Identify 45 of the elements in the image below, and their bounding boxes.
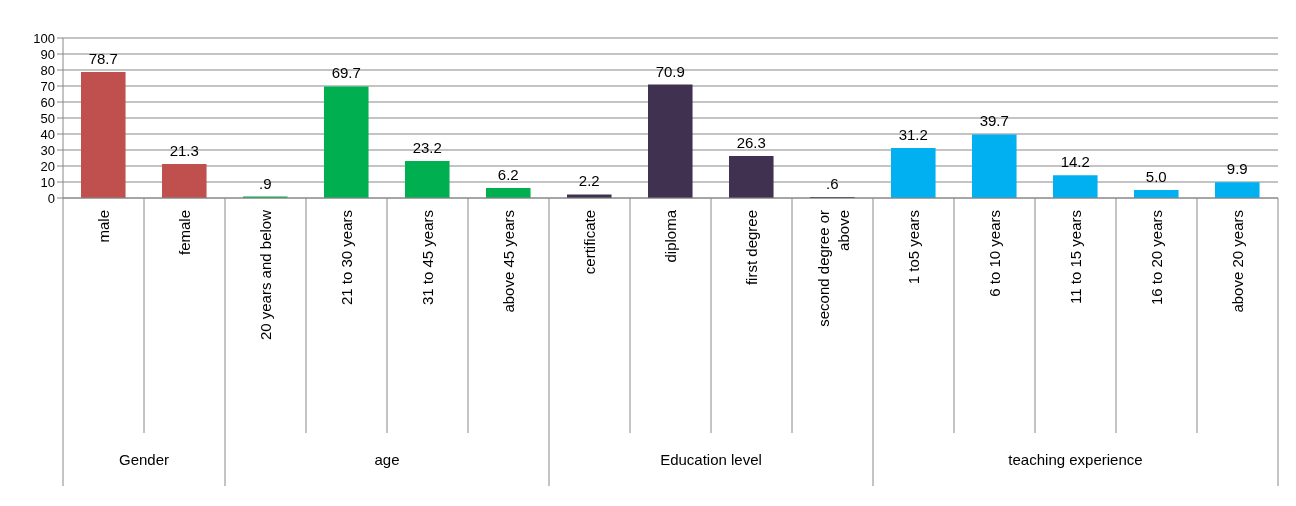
text: age — [374, 451, 400, 468]
x-tick-label: first degree — [742, 210, 760, 286]
data-label: 69.7 — [331, 64, 361, 82]
data-label: 78.7 — [88, 50, 118, 68]
data-label: 70.9 — [655, 62, 685, 80]
data-label: 6.2 — [497, 166, 519, 184]
x-tick-label: female — [175, 210, 193, 256]
x-tick-label: male — [94, 210, 112, 243]
x-tick-label: second degree or above — [814, 210, 852, 327]
data-label: .6 — [826, 175, 839, 193]
y-tick-label: 70 — [40, 78, 55, 94]
x-tick-label: certificate — [580, 210, 598, 275]
x-tick-label: above 45 years — [499, 210, 517, 313]
y-tick-label: 0 — [47, 190, 55, 206]
text: teaching experience — [1008, 451, 1143, 468]
data-label: 26.3 — [736, 133, 766, 151]
y-tick-label: 10 — [40, 174, 55, 190]
y-tick-label: 40 — [40, 126, 55, 142]
x-tick-label: 16 to 20 years — [1147, 210, 1165, 306]
data-label: 31.2 — [898, 126, 928, 144]
y-tick-label: 90 — [40, 46, 55, 62]
y-tick-label: 30 — [40, 142, 55, 158]
text: Education level — [660, 451, 762, 468]
x-tick-label: 11 to 15 years — [1066, 210, 1084, 304]
y-tick-label: 60 — [40, 94, 55, 110]
data-label: 14.2 — [1060, 153, 1090, 171]
data-label: .9 — [259, 174, 272, 192]
x-tick-label: diploma — [661, 209, 679, 263]
y-tick-label: 80 — [40, 62, 55, 78]
x-tick-label: above 20 years — [1228, 210, 1246, 313]
data-label: 39.7 — [979, 112, 1009, 130]
x-tick-label: 31 to 45 years — [418, 210, 436, 306]
data-label: 2.2 — [578, 172, 600, 190]
y-tick-label: 20 — [40, 158, 55, 174]
data-label: 9.9 — [1226, 160, 1248, 178]
x-tick-label: 6 to 10 years — [985, 210, 1003, 297]
x-tick-label: 1 to5 years — [904, 210, 922, 285]
data-label: 5.0 — [1145, 168, 1167, 185]
data-label: 23.2 — [412, 138, 442, 156]
y-tick-label: 50 — [40, 110, 55, 126]
x-tick-label: 20 years and below — [256, 209, 274, 341]
y-tick-label: 100 — [33, 30, 55, 46]
x-tick-label: 21 to 30 years — [337, 210, 355, 306]
text: Gender — [118, 451, 170, 468]
data-label: 21.3 — [169, 141, 199, 159]
